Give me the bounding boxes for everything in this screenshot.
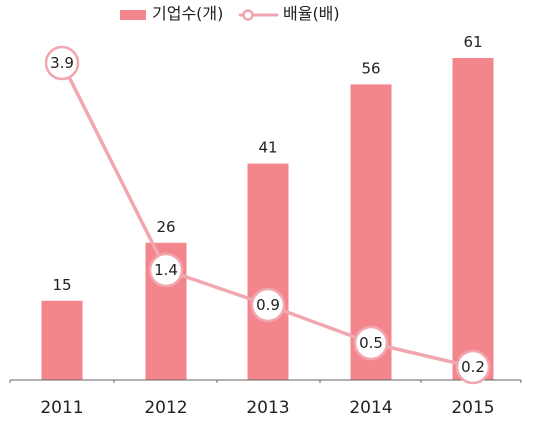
bar-data-label: 26: [156, 218, 175, 236]
bar-data-labels: 15 26 41 56 61: [52, 33, 482, 294]
line-data-labels: 3.9 1.4 0.9 0.5 0.2: [50, 54, 485, 376]
bar-data-label: 15: [52, 276, 71, 294]
line-series: [44, 45, 491, 385]
line-data-label: 0.2: [461, 358, 485, 376]
line-point: [148, 252, 184, 288]
x-axis-tick-label: 2011: [40, 398, 83, 418]
line-point: [44, 45, 80, 81]
x-axis-tick-label: 2013: [246, 398, 289, 418]
line-data-label: 0.5: [359, 334, 383, 352]
line-point: [455, 349, 491, 385]
bar-data-label: 61: [463, 33, 482, 51]
x-axis-tick-label: 2014: [349, 398, 392, 418]
bar: [452, 58, 494, 380]
bar-series: [41, 58, 494, 381]
legend-label-companies: 기업수(개): [152, 4, 223, 23]
line-data-label: 1.4: [154, 261, 178, 279]
x-axis: 2011 2012 2013 2014 2015: [9, 379, 522, 418]
bar: [247, 163, 289, 380]
legend-label-ratio: 배율(배): [283, 4, 340, 23]
bar: [41, 300, 83, 380]
x-axis-tick-label: 2015: [451, 398, 494, 418]
legend-line-marker: [242, 9, 254, 21]
bar-data-label: 41: [258, 139, 277, 157]
line-point: [353, 325, 389, 361]
line-data-label: 0.9: [256, 296, 280, 314]
legend-swatch-bar: [120, 10, 146, 20]
x-axis-tick-label: 2012: [144, 398, 187, 418]
line-point: [250, 287, 286, 323]
line-data-label: 3.9: [50, 54, 74, 72]
legend: 기업수(개) 배율(배): [120, 4, 340, 23]
bar-data-label: 56: [361, 59, 380, 77]
